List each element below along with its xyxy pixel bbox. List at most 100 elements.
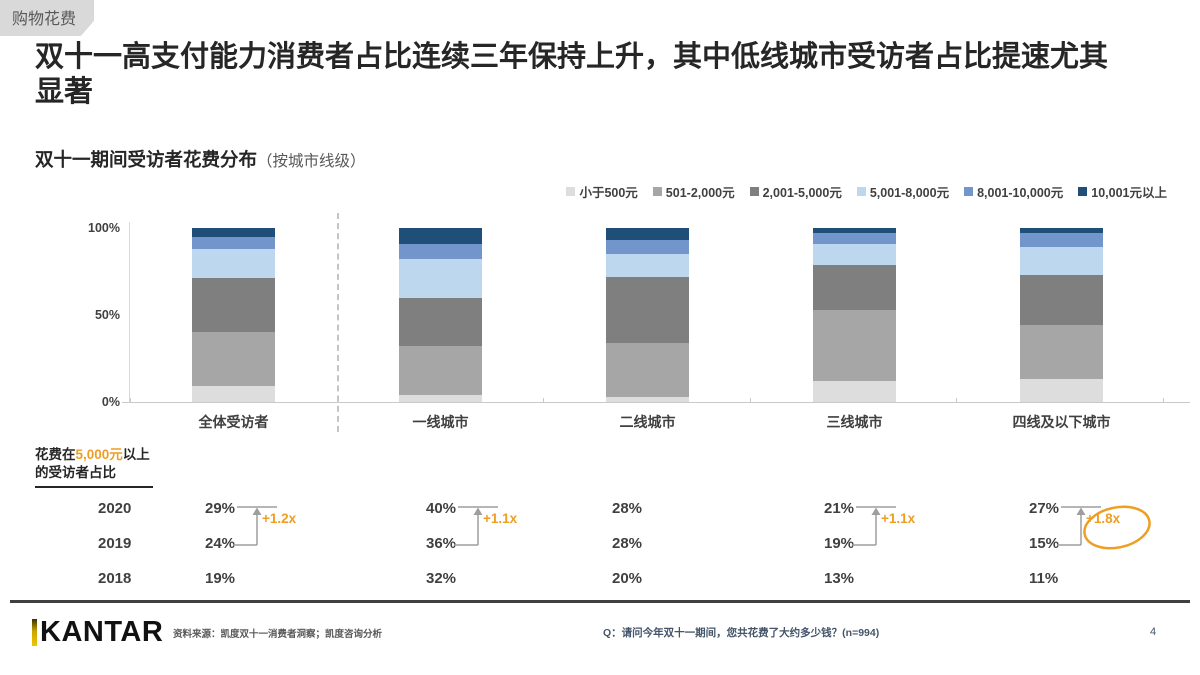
highlight-circle-icon xyxy=(1083,505,1151,550)
year-label: 2018 xyxy=(98,570,132,587)
stat-value: 36% xyxy=(426,535,457,552)
stats-caption-prefix: 花费在 xyxy=(35,447,76,462)
bar-segment xyxy=(192,228,275,237)
footer-divider xyxy=(10,600,1190,603)
x-axis-tick xyxy=(956,398,957,403)
slide-title: 双十一高支付能力消费者占比连续三年保持上升，其中低线城市受访者占比提速尤其显著 xyxy=(35,41,1109,108)
bar-segment xyxy=(399,243,482,260)
category-label: 二线城市 xyxy=(619,414,676,430)
bar-slot xyxy=(751,228,958,402)
stat-value: 20% xyxy=(612,570,643,587)
legend-item: 小于500元 xyxy=(566,182,638,201)
category-label: 四线及以下城市 xyxy=(1012,414,1111,430)
stacked-bar-3 xyxy=(606,228,689,402)
legend-swatch-icon xyxy=(856,187,866,196)
category-labels: 全体受访者 一线城市 二线城市 三线城市 四线及以下城市 xyxy=(130,412,1165,432)
bar-segment xyxy=(399,346,482,396)
legend-swatch-icon xyxy=(964,187,974,196)
y-tick-50: 50% xyxy=(94,308,120,322)
y-axis-line xyxy=(129,222,130,403)
growth-label: +1.1x xyxy=(881,511,916,526)
growth-label: +1.1x xyxy=(483,511,518,526)
bar-segment xyxy=(192,236,275,249)
stacked-bar-5 xyxy=(1020,228,1103,402)
bar-segment xyxy=(1020,228,1103,234)
category-label: 一线城市 xyxy=(412,414,469,430)
legend-label: 5,001-8,000元 xyxy=(869,186,950,200)
bar-segment xyxy=(1020,379,1103,402)
legend-item: 10,001元以上 xyxy=(1078,182,1167,201)
stats-caption-suffix: 以上的受访者占比 xyxy=(35,447,150,480)
stat-value: 32% xyxy=(426,570,457,587)
year-label: 2020 xyxy=(98,500,132,517)
x-axis-tick xyxy=(1163,398,1164,403)
chart-subtitle: （按城市线级） xyxy=(257,153,366,170)
kantar-logo-bar-icon xyxy=(32,619,37,646)
legend-swatch-icon xyxy=(1078,187,1088,196)
x-axis-tick xyxy=(337,398,338,403)
bar-segment xyxy=(192,248,275,279)
total-vs-tiers-divider xyxy=(337,213,339,432)
page-number: 4 xyxy=(1150,626,1157,638)
chart-title-main: 双十一期间受访者花费分布 xyxy=(35,149,258,170)
stat-value: 19% xyxy=(205,570,236,587)
growth-label: +1.2x xyxy=(262,511,297,526)
bar-segment xyxy=(399,259,482,298)
legend-swatch-icon xyxy=(749,187,759,196)
category-label: 三线城市 xyxy=(826,414,883,430)
stacked-bar-1 xyxy=(192,228,275,402)
bar-segment xyxy=(1020,247,1103,275)
legend-label: 2,001-5,000元 xyxy=(762,186,842,200)
bar-segment xyxy=(399,395,482,402)
bar-slot xyxy=(130,228,337,402)
kantar-logo: KANTAR xyxy=(32,618,163,647)
bar-segment xyxy=(606,228,689,241)
stat-value: 11% xyxy=(1029,570,1059,587)
bar-segment xyxy=(192,386,275,402)
stacked-bar-2 xyxy=(399,228,482,402)
category-label: 全体受访者 xyxy=(198,414,269,430)
stat-value: 24% xyxy=(205,535,236,552)
stat-value: 13% xyxy=(824,570,855,587)
legend-label: 8,001-10,000元 xyxy=(977,186,1064,200)
bar-segment xyxy=(1020,233,1103,248)
stat-value: 27% xyxy=(1029,500,1060,517)
stat-value: 21% xyxy=(824,500,855,517)
bar-segment xyxy=(606,254,689,277)
legend-swatch-icon xyxy=(566,187,576,196)
growth-arrow-icon xyxy=(233,506,277,546)
bar-segment xyxy=(606,276,689,343)
legend-swatch-icon xyxy=(652,187,662,196)
kantar-logo-text: KANTAR xyxy=(40,616,164,648)
legend-item: 5,001-8,000元 xyxy=(856,182,950,201)
bar-segment xyxy=(399,297,482,347)
bar-segment xyxy=(606,396,689,402)
stat-value: 19% xyxy=(824,535,855,552)
legend-label: 501-2,000元 xyxy=(665,186,735,200)
growth-arrow-icon xyxy=(1057,506,1101,546)
growth-arrow-icon xyxy=(852,506,896,546)
stat-value: 29% xyxy=(205,500,236,517)
stats-caption: 花费在5,000元以上的受访者占比 xyxy=(35,446,153,489)
stacked-bar-4 xyxy=(813,228,896,402)
legend-item: 501-2,000元 xyxy=(652,182,735,201)
x-axis-tick xyxy=(750,398,751,403)
year-label: 2019 xyxy=(98,535,132,552)
bar-slot xyxy=(544,228,751,402)
y-tick-0: 0% xyxy=(101,395,120,409)
bar-slot xyxy=(958,228,1165,402)
legend-item: 2,001-5,000元 xyxy=(749,182,842,201)
bar-segment xyxy=(813,243,896,265)
stat-value: 15% xyxy=(1029,535,1060,552)
bar-segment xyxy=(192,332,275,387)
plot-area xyxy=(130,228,1165,402)
stat-value: 28% xyxy=(612,500,643,517)
source-note: 资料来源：凯度双十一消费者洞察；凯度咨询分析 xyxy=(173,629,383,640)
section-tag: 购物花费 xyxy=(0,0,95,36)
survey-question: Q：请问今年双十一期间，您共花费了大约多少钱？(n=994) xyxy=(603,627,880,639)
x-axis-tick xyxy=(543,398,544,403)
bar-segment xyxy=(192,278,275,333)
bar-segment xyxy=(813,309,896,382)
bar-slot xyxy=(337,228,544,402)
x-axis-tick xyxy=(130,398,131,403)
